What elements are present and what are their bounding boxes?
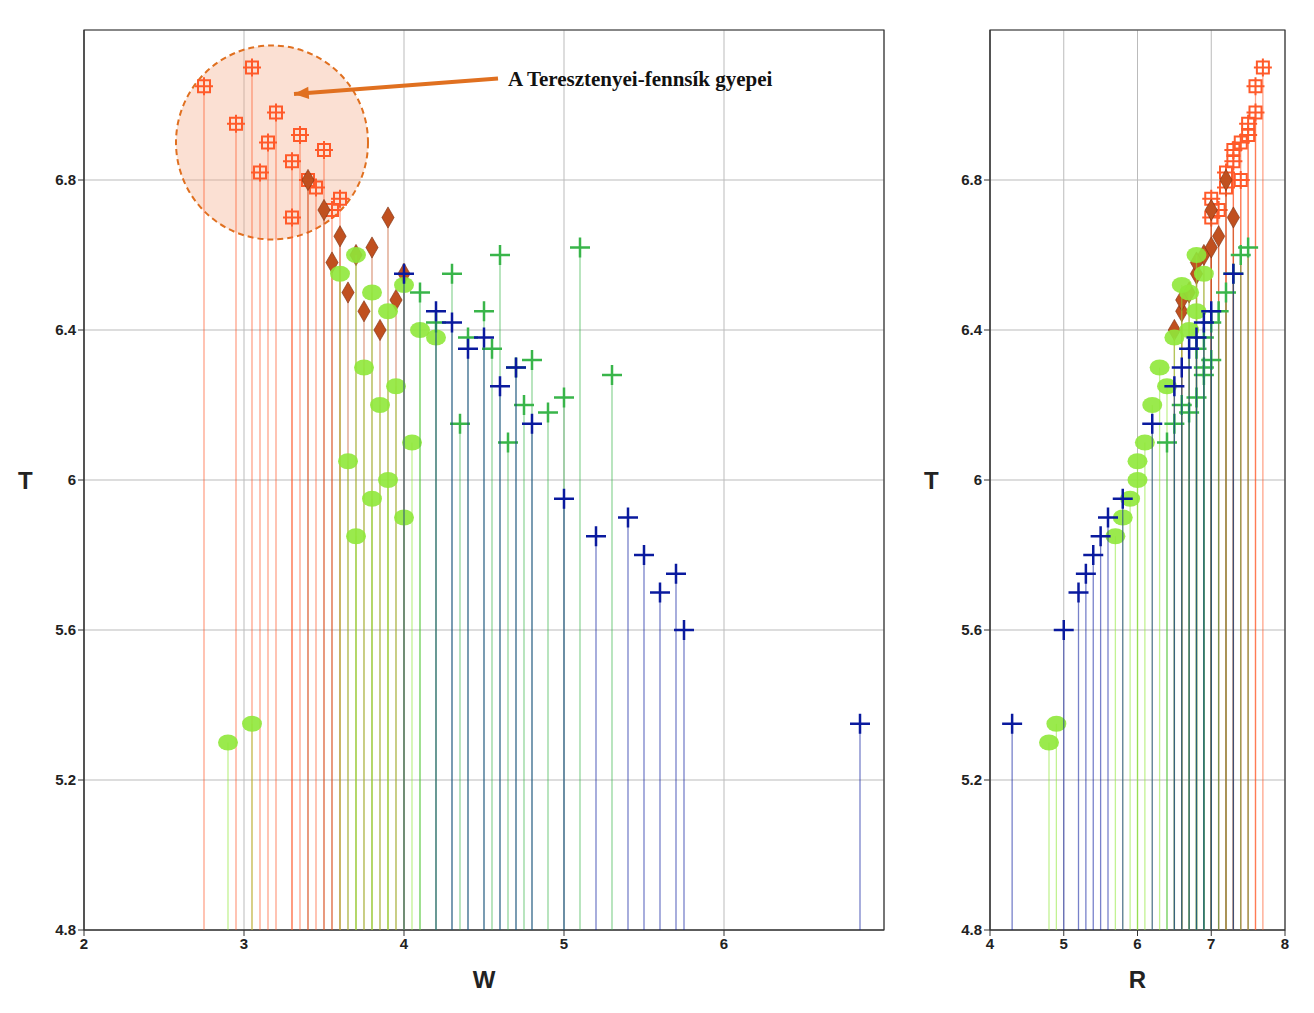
svg-text:5.6: 5.6 (961, 621, 982, 638)
svg-text:4.8: 4.8 (961, 921, 982, 938)
svg-text:T: T (18, 467, 33, 494)
svg-text:W: W (473, 966, 496, 993)
svg-text:R: R (1129, 966, 1146, 993)
svg-text:6.4: 6.4 (961, 321, 983, 338)
svg-text:T: T (924, 467, 939, 494)
svg-text:8: 8 (1281, 935, 1289, 952)
svg-text:4: 4 (986, 935, 995, 952)
svg-text:5.2: 5.2 (55, 771, 76, 788)
svg-text:6: 6 (974, 471, 982, 488)
svg-text:3: 3 (240, 935, 248, 952)
svg-text:2: 2 (80, 935, 88, 952)
svg-text:5: 5 (1060, 935, 1068, 952)
svg-text:4: 4 (400, 935, 409, 952)
svg-text:A Teresztenyei-fennsík gyepei: A Teresztenyei-fennsík gyepei (508, 67, 773, 91)
svg-text:4.8: 4.8 (55, 921, 76, 938)
svg-text:6: 6 (1133, 935, 1141, 952)
svg-text:7: 7 (1207, 935, 1215, 952)
svg-text:6.8: 6.8 (961, 171, 982, 188)
svg-text:6.8: 6.8 (55, 171, 76, 188)
svg-text:5: 5 (560, 935, 568, 952)
svg-text:6.4: 6.4 (55, 321, 77, 338)
svg-text:5.2: 5.2 (961, 771, 982, 788)
svg-text:6: 6 (720, 935, 728, 952)
svg-text:6: 6 (68, 471, 76, 488)
svg-text:5.6: 5.6 (55, 621, 76, 638)
